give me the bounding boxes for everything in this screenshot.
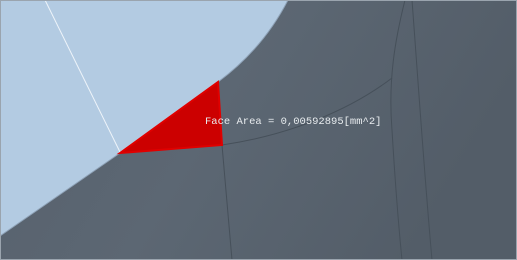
cad-viewport: Face Area = 0,00592895[mm^2]: [0, 0, 517, 260]
face-area-label: Face Area = 0,00592895[mm^2]: [205, 116, 381, 128]
